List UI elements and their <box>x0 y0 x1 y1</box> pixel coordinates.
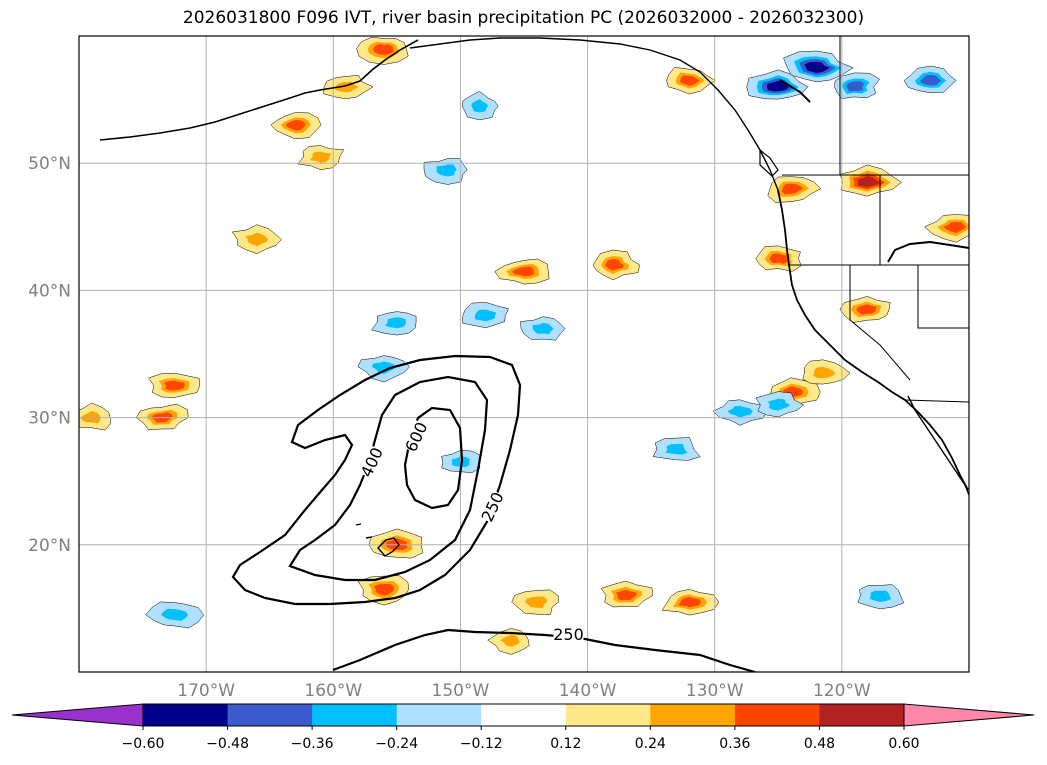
colorbar-tick-label: −0.36 <box>291 736 334 752</box>
positive-pc-patch <box>487 628 530 655</box>
positive-pc-patch <box>592 249 640 281</box>
negative-pc-patch <box>461 91 499 121</box>
lon-tick-label: 130°W <box>686 681 744 701</box>
lon-tick-label: 160°W <box>304 681 362 701</box>
positive-pc-patch <box>148 372 200 398</box>
positive-pc-patch <box>661 589 720 616</box>
colorbar-bin <box>819 704 905 726</box>
lat-tick-label: 20°N <box>28 536 71 556</box>
ivt-contour-label: 250 <box>553 625 584 644</box>
colorbar-tick-label: 0.24 <box>635 736 666 752</box>
lon-tick-label: 150°W <box>432 681 490 701</box>
negative-pc-patch <box>371 311 417 336</box>
positive-pc-patch <box>600 580 653 608</box>
negative-pc-patch <box>423 158 468 185</box>
colorbar-bin <box>650 704 736 726</box>
negative-pc-patch <box>903 65 957 94</box>
lon-tick-label: 170°W <box>177 681 235 701</box>
plot-frame <box>78 35 970 673</box>
lon-tick-label: 120°W <box>813 681 871 701</box>
colorbar-tick-label: −0.48 <box>206 736 249 752</box>
colorbar-tick-label: −0.12 <box>460 736 503 752</box>
colorbar-bin <box>396 704 482 726</box>
colorbar-bin <box>565 704 651 726</box>
positive-pc-patch <box>767 176 822 203</box>
positive-pc-patch <box>802 359 851 385</box>
colorbar <box>11 703 1035 727</box>
longitude-tick-labels: 170°W 160°W 150°W 140°W 130°W 120°W <box>177 681 871 701</box>
colorbar-frame <box>142 703 905 727</box>
map-background <box>79 36 969 672</box>
colorbar-extend-max <box>903 703 1035 727</box>
colorbar-extend-min <box>11 703 144 727</box>
lon-tick-label: 140°W <box>559 681 617 701</box>
colorbar-bin <box>227 704 313 726</box>
lat-tick-label: 50°N <box>28 154 71 174</box>
gridlines <box>79 36 969 672</box>
lat-tick-label: 30°N <box>28 409 71 429</box>
negative-pc-patch <box>857 584 905 610</box>
colorbar-bin <box>143 704 229 726</box>
negative-pc-patch <box>783 50 854 83</box>
ivt-contours <box>231 354 756 672</box>
lat-tick-label: 40°N <box>28 281 71 301</box>
coastlines <box>99 37 969 557</box>
latitude-tick-labels: 50°N 40°N 30°N 20°N <box>28 154 71 556</box>
positive-pc-patch <box>494 258 550 285</box>
ivt-contour-250-south <box>332 628 756 672</box>
negative-pc-patch <box>746 69 809 100</box>
colorbar-tick-labels: −0.60 −0.48 −0.36 −0.24 −0.12 0.12 0.24 0.36 0.4… <box>122 726 920 752</box>
colorbar-tick-label: −0.60 <box>122 736 165 752</box>
negative-pc-patch <box>145 601 205 629</box>
positive-pc-patch <box>666 66 716 95</box>
colorbar-tick-label: −0.24 <box>375 736 418 752</box>
ivt-contour-250 <box>231 354 522 606</box>
positive-pc-patch <box>511 589 559 615</box>
positive-pc-patch <box>924 214 969 243</box>
positive-pc-patch <box>356 36 409 65</box>
negative-pc-patch <box>520 316 566 341</box>
negative-pc-patch <box>652 437 701 461</box>
positive-pc-patch <box>839 296 891 323</box>
colorbar-tick-label: 0.60 <box>888 736 919 752</box>
ivt-contour-600 <box>403 406 464 510</box>
negative-pc-patch <box>462 302 509 329</box>
colorbar-bin <box>481 704 567 726</box>
political-borders <box>782 36 969 403</box>
positive-pc-patch <box>79 402 111 431</box>
ivt-contour-400 <box>288 375 489 582</box>
colorbar-bin <box>734 704 820 726</box>
negative-pc-patch <box>755 391 805 418</box>
positive-pc-patch <box>270 112 322 140</box>
chart-title: 2026031800 F096 IVT, river basin precipi… <box>182 8 865 28</box>
colorbar-bin <box>312 704 398 726</box>
negative-pc-patch <box>357 355 411 383</box>
colorbar-tick-label: 0.12 <box>550 736 581 752</box>
negative-pc-patch <box>712 399 768 426</box>
colorbar-tick-label: 0.36 <box>719 736 750 752</box>
colorbar-tick-label: 0.48 <box>804 736 835 752</box>
positive-pc-patch <box>231 224 282 254</box>
negative-pc-patch <box>834 72 881 99</box>
